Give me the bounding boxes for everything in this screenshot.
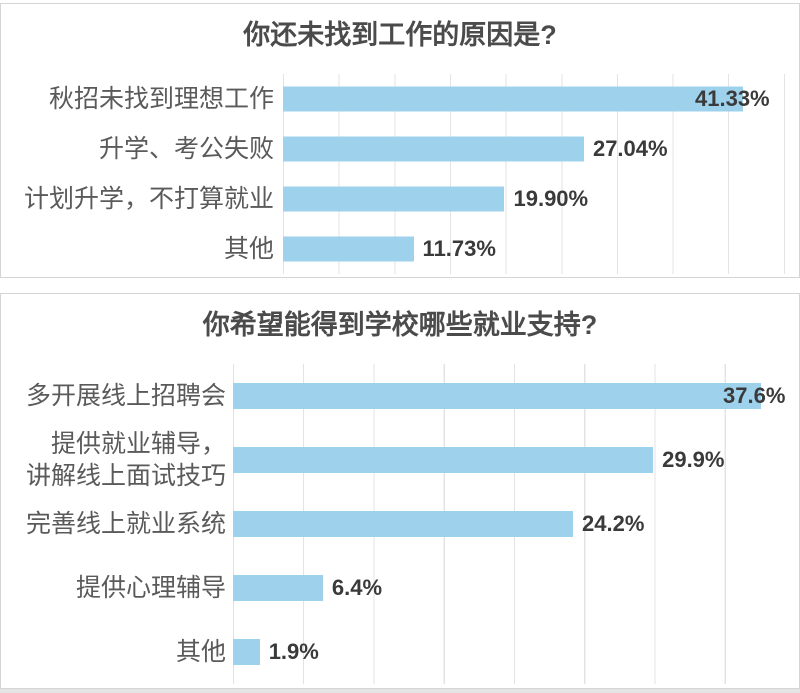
category-label: 提供心理辅导 <box>75 574 226 603</box>
bars-area: 秋招未找到理想工作 41.33% 升学、考公失败 27.04% 计划升学，不打算… <box>1 74 799 275</box>
chart-panel-support: 你希望能得到学校哪些就业支持? 多开展线上招聘会 37.6% 提供就业辅导， 讲… <box>0 293 800 689</box>
value-label: 1.9% <box>268 639 319 665</box>
plot-cell: 19.90% <box>283 174 795 225</box>
bar <box>283 86 744 112</box>
bar <box>283 186 505 212</box>
bars-area: 多开展线上招聘会 37.6% 提供就业辅导， 讲解线上面试技巧 29.9% 完善… <box>1 364 799 685</box>
category-label: 提供就业辅导， 讲解线上面试技巧 <box>25 430 226 491</box>
bar <box>233 447 654 474</box>
plot-cell: 24.2% <box>233 492 795 557</box>
plot-cell: 37.6% <box>233 364 795 429</box>
plot-cell: 27.04% <box>283 124 795 175</box>
bar-row: 计划升学，不打算就业 19.90% <box>1 174 799 225</box>
bar-row: 其他 1.9% <box>1 620 799 685</box>
value-label: 19.90% <box>513 186 589 212</box>
plot-cell: 41.33% <box>283 74 795 125</box>
value-label: 11.73% <box>422 236 496 262</box>
category-label: 完善线上就业系统 <box>25 510 226 539</box>
chart-panel-reasons: 你还未找到工作的原因是? 秋招未找到理想工作 41.33% 升学、考公失败 27… <box>0 3 800 278</box>
value-label: 6.4% <box>331 575 383 601</box>
bar-row: 提供就业辅导， 讲解线上面试技巧 29.9% <box>1 428 799 493</box>
category-label: 多开展线上招聘会 <box>25 382 226 411</box>
plot-cell: 29.9% <box>233 428 795 493</box>
plot-cell: 1.9% <box>233 620 795 685</box>
bar <box>283 136 584 162</box>
bar-row: 完善线上就业系统 24.2% <box>1 492 799 557</box>
bar-row: 升学、考公失败 27.04% <box>1 124 799 175</box>
value-label: 27.04% <box>592 136 668 162</box>
category-label: 其他 <box>175 638 226 667</box>
bar-row: 提供心理辅导 6.4% <box>1 556 799 621</box>
page-bottom-edge <box>0 689 800 693</box>
category-label: 升学、考公失败 <box>98 135 274 164</box>
bar-row: 多开展线上招聘会 37.6% <box>1 364 799 429</box>
category-label: 计划升学，不打算就业 <box>23 185 274 214</box>
plot-cell: 6.4% <box>233 556 795 621</box>
bar <box>233 639 260 666</box>
chart-title: 你希望能得到学校哪些就业支持? <box>202 310 598 340</box>
category-label: 其他 <box>223 235 274 264</box>
value-label: 41.33% <box>695 86 770 112</box>
bar <box>283 236 414 262</box>
plot-cell: 11.73% <box>283 224 795 275</box>
bar-row: 其他 11.73% <box>1 224 799 275</box>
value-label: 37.6% <box>723 383 786 409</box>
bar <box>233 511 573 538</box>
bar <box>233 383 762 410</box>
bar <box>233 575 323 602</box>
value-label: 24.2% <box>582 511 645 537</box>
chart-title: 你还未找到工作的原因是? <box>243 20 557 50</box>
value-label: 29.9% <box>662 447 725 473</box>
bar-row: 秋招未找到理想工作 41.33% <box>1 74 799 125</box>
category-label: 秋招未找到理想工作 <box>48 85 274 114</box>
